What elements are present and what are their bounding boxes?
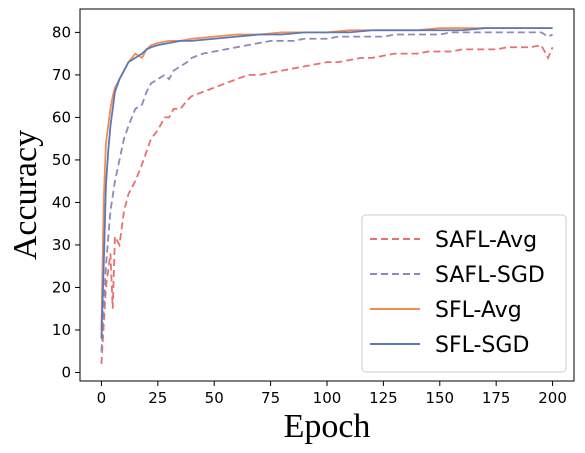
y-tick-label: 70 (52, 66, 71, 84)
series-line-safl-avg (100, 44, 554, 365)
x-axis-title: Epoch (284, 408, 371, 445)
x-tick-label: 50 (205, 389, 224, 407)
series-line-sfl-sgd (100, 27, 553, 339)
x-tick-label: 175 (482, 389, 511, 407)
y-tick-label: 10 (52, 321, 71, 339)
x-tick-label: 200 (538, 389, 567, 407)
x-tick-label: 25 (148, 389, 167, 407)
y-tick-label: 60 (52, 108, 71, 126)
legend-box (361, 214, 567, 373)
x-tick-label: 100 (313, 389, 342, 407)
y-axis-title: Accuracy (7, 130, 44, 260)
y-tick-label: 80 (52, 23, 71, 41)
plot-lines (100, 27, 554, 365)
y-tick-label: 50 (52, 151, 71, 169)
legend-label: SFL-SGD (435, 333, 529, 358)
series-line-safl-sgd (100, 31, 553, 352)
legend-label: SFL-Avg (435, 298, 522, 323)
y-tick-label: 40 (52, 193, 71, 211)
axes: 0 25 50 75 100 125 150 175 200 0 10 20 30 40 50 60 70 80 (52, 8, 575, 407)
legend: SAFL-Avg SAFL-SGD SFL-Avg SFL-SGD (361, 214, 567, 373)
y-tick-label: 30 (52, 236, 71, 254)
x-tick-label: 150 (425, 389, 454, 407)
legend-label: SAFL-Avg (435, 228, 537, 253)
series-line-sfl-avg (100, 27, 553, 330)
legend-label: SAFL-SGD (435, 263, 545, 288)
x-tick-label: 125 (369, 389, 398, 407)
x-tick-label: 0 (97, 389, 107, 407)
y-tick-label: 20 (52, 278, 71, 296)
x-tick-label: 75 (261, 389, 280, 407)
y-tick-label: 0 (61, 363, 71, 381)
